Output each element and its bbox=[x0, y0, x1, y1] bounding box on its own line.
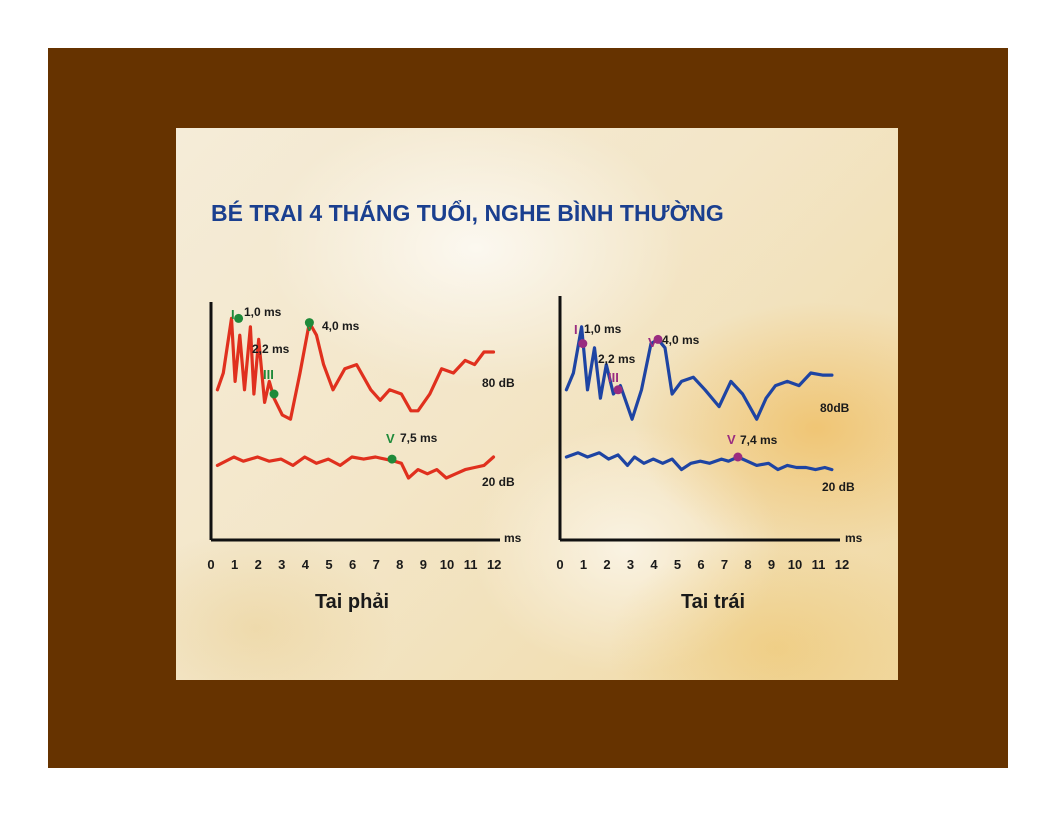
peak-latency-label: 1,0 ms bbox=[584, 322, 622, 336]
slide-title: BÉ TRAI 4 THÁNG TUỔI, NGHE BÌNH THƯỜNG bbox=[211, 200, 724, 226]
series-line-low bbox=[564, 451, 834, 472]
x-tick-label: 11 bbox=[464, 557, 478, 572]
series-label: 80 dB bbox=[482, 376, 515, 390]
peak-marker bbox=[269, 389, 279, 399]
peak-latency-label: 4,0 ms bbox=[662, 333, 700, 347]
x-tick-label: 5 bbox=[325, 557, 332, 572]
peak-marker bbox=[234, 313, 244, 323]
x-tick-label: 10 bbox=[440, 557, 454, 572]
peak-latency-label: 2,2 ms bbox=[598, 352, 636, 366]
peak-marker bbox=[387, 454, 397, 464]
peak-marker bbox=[613, 385, 623, 395]
x-tick-label: 6 bbox=[697, 557, 704, 572]
x-tick-label: 6 bbox=[349, 557, 356, 572]
series-line-low bbox=[215, 455, 496, 480]
peak-marker bbox=[578, 339, 588, 349]
slide: BÉ TRAI 4 THÁNG TUỔI, NGHE BÌNH THƯỜNG bbox=[176, 128, 898, 680]
x-tick-label: 12 bbox=[487, 557, 501, 572]
chart-title: Tai trái bbox=[681, 591, 745, 613]
x-tick-label: 2 bbox=[603, 557, 610, 572]
peak-latency-label: 2,2 ms bbox=[252, 342, 290, 356]
x-tick-label: 7 bbox=[721, 557, 728, 572]
x-tick-label: 8 bbox=[744, 557, 751, 572]
x-tick-label: 1 bbox=[580, 557, 587, 572]
x-tick-label: 1 bbox=[231, 557, 238, 572]
x-axis-unit-label: ms bbox=[845, 531, 863, 545]
series-line-high bbox=[215, 316, 496, 421]
peak-latency-label: 4,0 ms bbox=[322, 319, 360, 333]
x-axis-unit-label: ms bbox=[504, 531, 522, 545]
x-tick-label: 5 bbox=[674, 557, 681, 572]
peak-latency-label: 1,0 ms bbox=[244, 305, 282, 319]
x-tick-label: 3 bbox=[278, 557, 285, 572]
x-tick-label: 4 bbox=[650, 557, 658, 572]
x-tick-label: 10 bbox=[788, 557, 802, 572]
series-label: 20 dB bbox=[482, 475, 515, 489]
series-label: 20 dB bbox=[822, 480, 855, 494]
x-tick-label: 7 bbox=[373, 557, 380, 572]
x-tick-label: 4 bbox=[302, 557, 310, 572]
series-line-high bbox=[564, 325, 834, 421]
x-tick-label: 9 bbox=[420, 557, 427, 572]
peak-marker bbox=[653, 334, 663, 344]
peak-roman-label: I bbox=[574, 322, 578, 337]
peak-marker bbox=[304, 318, 314, 328]
x-tick-label: 3 bbox=[627, 557, 634, 572]
series-label: 80dB bbox=[820, 401, 850, 415]
x-tick-label: 8 bbox=[396, 557, 403, 572]
peak-roman-label: V bbox=[386, 431, 395, 446]
x-tick-label: 0 bbox=[207, 557, 214, 572]
peak-roman-label: III bbox=[608, 370, 619, 385]
x-tick-label: 12 bbox=[835, 557, 849, 572]
x-tick-label: 9 bbox=[768, 557, 775, 572]
x-tick-label: 11 bbox=[812, 557, 826, 572]
peak-latency-label: 7,4 ms bbox=[740, 433, 778, 447]
peak-roman-label: V bbox=[727, 432, 736, 447]
x-tick-label: 0 bbox=[556, 557, 563, 572]
x-tick-label: 2 bbox=[255, 557, 262, 572]
peak-roman-label: V bbox=[648, 335, 657, 350]
peak-marker bbox=[733, 452, 743, 462]
peak-roman-label: III bbox=[263, 367, 274, 382]
peak-roman-label: V bbox=[305, 319, 314, 334]
peak-latency-label: 7,5 ms bbox=[400, 431, 438, 445]
chart-title: Tai phải bbox=[315, 591, 389, 613]
peak-roman-label: I bbox=[231, 307, 235, 322]
